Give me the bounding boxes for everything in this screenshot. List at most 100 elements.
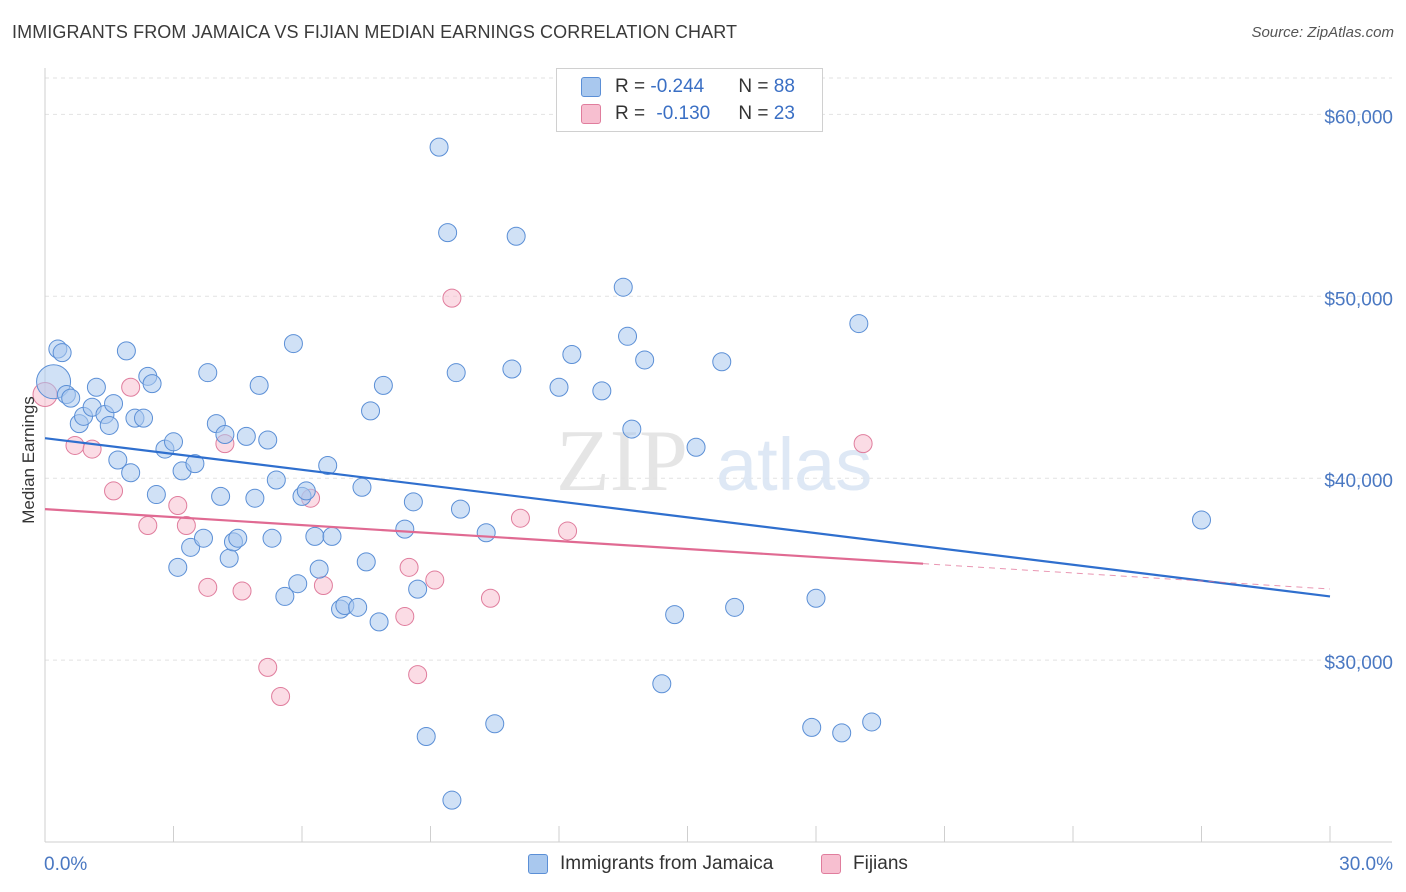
fijian-point [168, 495, 188, 515]
jamaica-point [52, 343, 72, 363]
fijian-trend-extension [923, 563, 1331, 590]
fijian-n-label: N = [738, 103, 774, 124]
jamaica-point [862, 712, 882, 732]
jamaica-point [416, 726, 436, 746]
x-tick-labels: 0.0% 30.0% [44, 854, 1393, 875]
x-tick-label-max: 30.0% [1339, 854, 1393, 875]
fijian-point [313, 576, 333, 596]
y-tick-label: $50,000 [1324, 289, 1393, 310]
jamaica-point [266, 470, 286, 490]
jamaica-point [215, 425, 235, 445]
fijian-point [399, 557, 419, 577]
fijian-point [65, 435, 85, 455]
jamaica-trend-line [44, 437, 1331, 598]
y-tick-label: $60,000 [1324, 107, 1393, 128]
bottom-legend-jamaica: Immigrants from Jamaica [528, 851, 773, 877]
jamaica-point [211, 486, 231, 506]
jamaica-point [618, 326, 638, 346]
jamaica-point [562, 344, 582, 364]
jamaica-point [446, 363, 466, 383]
jamaica-point [725, 597, 745, 617]
trend-lines [44, 437, 1331, 598]
jamaica-point [219, 548, 239, 568]
bottom-jamaica-swatch [528, 854, 548, 874]
fijian-point [480, 588, 500, 608]
fijian-point [271, 686, 291, 706]
fijian-point [198, 577, 218, 597]
jamaica-point [245, 488, 265, 508]
jamaica-point [832, 723, 852, 743]
jamaica-point [181, 537, 201, 557]
fijian-swatch [581, 104, 601, 124]
bottom-jamaica-label: Immigrants from Jamaica [560, 853, 774, 874]
jamaica-point [146, 485, 166, 505]
jamaica-point [164, 432, 183, 452]
watermark: ZIP atlas [556, 413, 872, 510]
jamaica-point [104, 394, 124, 414]
fijian-point [232, 581, 252, 601]
jamaica-point [395, 519, 415, 539]
jamaica-point [142, 374, 162, 394]
jamaica-point [502, 359, 522, 379]
jamaica-point [283, 334, 303, 354]
jamaica-point [438, 223, 458, 243]
fijian-point [442, 288, 462, 308]
fijian-point [853, 434, 873, 454]
jamaica-point [592, 381, 612, 401]
bottom-fijian-label: Fijians [853, 853, 908, 874]
jamaica-point [450, 499, 470, 519]
jamaica-point [262, 528, 282, 548]
jamaica-point [686, 437, 706, 457]
watermark-zip: ZIP [556, 413, 688, 510]
jamaica-point [99, 415, 119, 435]
jamaica-point [185, 454, 205, 474]
jamaica-point [198, 363, 218, 383]
jamaica-point [258, 430, 278, 450]
jamaica-point [228, 528, 248, 548]
jamaica-point [622, 419, 642, 439]
jamaica-points [36, 137, 1211, 810]
source-label: Source: ZipAtlas.com [1251, 24, 1394, 41]
jamaica-point [348, 597, 368, 617]
jamaica-point [506, 226, 526, 246]
jamaica-point [806, 588, 826, 608]
y-tick-labels: $30,000 $40,000 $50,000 $60,000 [1324, 107, 1393, 674]
jamaica-point [635, 350, 655, 370]
fijian-trend-line [44, 508, 924, 565]
watermark-atlas: atlas [716, 423, 872, 506]
jamaica-n-label: N = [738, 76, 774, 97]
jamaica-point [476, 523, 496, 543]
y-tick-label: $40,000 [1324, 471, 1393, 492]
jamaica-point [403, 492, 423, 512]
fijian-point [121, 377, 141, 397]
jamaica-point [61, 388, 81, 408]
jamaica-point [485, 714, 505, 734]
jamaica-point [322, 526, 342, 546]
legend-row-jamaica: R = -0.244 N = 88 [581, 74, 795, 100]
fijian-point [104, 481, 124, 501]
jamaica-point [168, 557, 188, 577]
jamaica-point [121, 463, 141, 483]
legend: R = -0.244 N = 88 R = -0.130 N = 23 [556, 68, 823, 132]
jamaica-point [373, 375, 393, 395]
jamaica-point [249, 375, 269, 395]
jamaica-point [802, 717, 822, 737]
fijian-point [558, 521, 578, 541]
axes [44, 68, 1392, 843]
jamaica-point [193, 528, 213, 548]
jamaica-swatch [581, 77, 601, 97]
jamaica-point [549, 377, 569, 397]
jamaica-point [1192, 510, 1211, 530]
fijian-point [425, 570, 445, 590]
chart-title: IMMIGRANTS FROM JAMAICA VS FIJIAN MEDIAN… [12, 22, 738, 42]
jamaica-point [352, 477, 372, 497]
jamaica-r-value: -0.244 [650, 76, 705, 97]
jamaica-point [318, 455, 338, 475]
jamaica-point [296, 481, 316, 501]
jamaica-point [275, 586, 295, 606]
jamaica-point [86, 377, 106, 397]
jamaica-point [116, 341, 136, 361]
fijian-point [510, 508, 530, 528]
jamaica-point [442, 790, 462, 810]
